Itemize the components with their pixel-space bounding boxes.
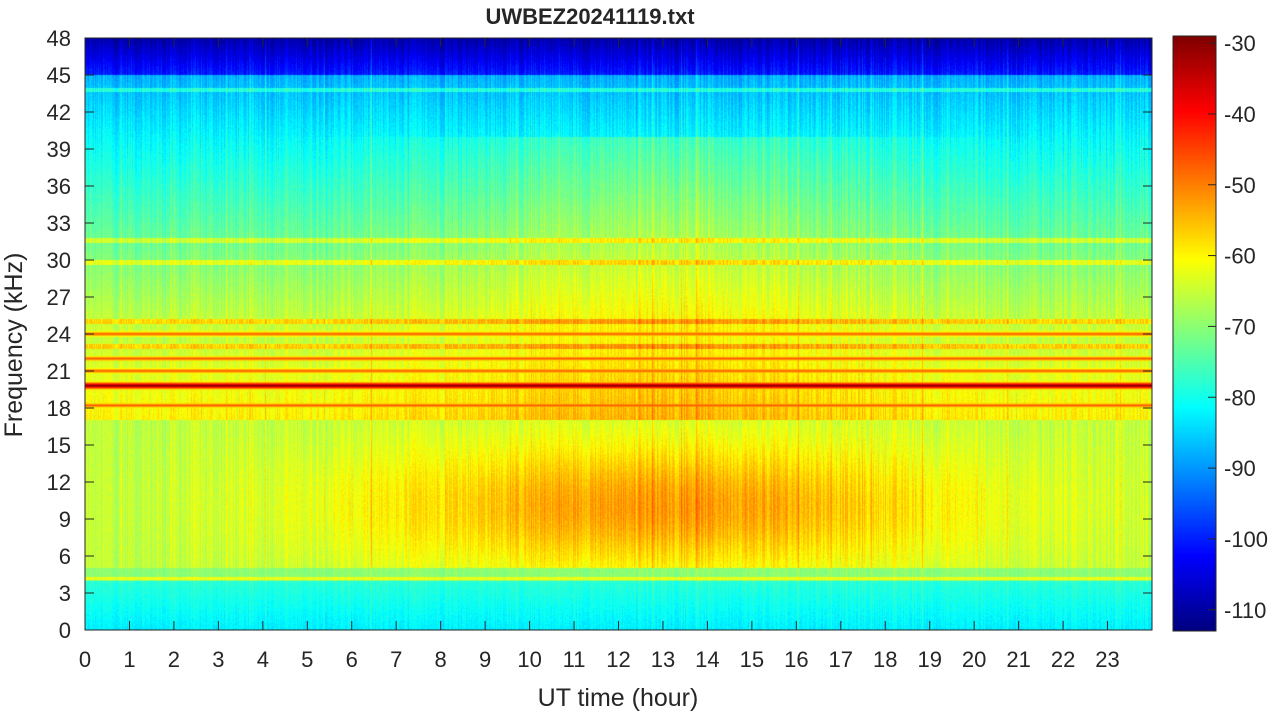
x-tick-label: 19 — [917, 647, 941, 672]
y-tick-label: 3 — [59, 581, 71, 606]
x-tick-label: 10 — [517, 647, 541, 672]
colorbar-tick-label: -40 — [1224, 102, 1256, 127]
colorbar-frame — [1172, 35, 1217, 632]
y-tick-label: 0 — [59, 618, 71, 643]
x-tick-label: 21 — [1006, 647, 1030, 672]
colorbar-tick-label: -30 — [1224, 31, 1256, 56]
y-tick-label: 36 — [47, 174, 71, 199]
colorbar-tick-label: -90 — [1224, 456, 1256, 481]
y-tick-label: 21 — [47, 359, 71, 384]
y-tick-label: 48 — [47, 26, 71, 51]
x-tick-label: 6 — [346, 647, 358, 672]
colorbar-tick-label: -80 — [1224, 385, 1256, 410]
y-tick-label: 18 — [47, 396, 71, 421]
x-tick-label: 22 — [1051, 647, 1075, 672]
colorbar-tick-label: -110 — [1224, 598, 1266, 623]
x-tick-label: 3 — [212, 647, 224, 672]
x-tick-label: 1 — [123, 647, 135, 672]
y-axis-label: Frequency (kHz) — [0, 253, 28, 438]
colorbar-ticks: -30 -40 -50 -60 -70 -80 -90 -100 -110 — [1208, 31, 1268, 623]
x-tick-label: 11 — [563, 647, 586, 672]
colorbar-tick-label: -70 — [1224, 314, 1256, 339]
y-tick-label: 39 — [47, 137, 71, 162]
y-tick-label: 27 — [47, 285, 71, 310]
colorbar-tick-label: -60 — [1224, 244, 1256, 269]
y-tick-label: 30 — [47, 248, 71, 273]
x-tick-label: 14 — [695, 647, 719, 672]
colorbar-gradient — [1173, 36, 1216, 631]
colorbar: -30 -40 -50 -60 -70 -80 -90 -100 -110 — [1172, 31, 1268, 632]
y-tick-label: 42 — [47, 100, 71, 125]
x-tick-label: 0 — [79, 647, 91, 672]
y-tick-label: 24 — [47, 322, 71, 347]
colorbar-tick-label: -50 — [1224, 173, 1256, 198]
x-tick-label: 9 — [479, 647, 491, 672]
x-tick-label: 17 — [829, 647, 853, 672]
colorbar-tick-label: -100 — [1224, 527, 1268, 552]
x-tick-label: 15 — [740, 647, 764, 672]
x-axis: 0 1 2 3 4 5 6 7 8 9 10 11 12 13 14 15 16 17 18 19 20 21 22 23 — [79, 38, 1120, 672]
x-tick-label: 16 — [784, 647, 808, 672]
x-axis-label: UT time (hour) — [538, 684, 699, 712]
x-tick-label: 20 — [962, 647, 986, 672]
x-tick-label: 4 — [257, 647, 269, 672]
y-tick-label: 6 — [59, 544, 71, 569]
x-tick-label: 23 — [1095, 647, 1119, 672]
x-tick-label: 18 — [873, 647, 897, 672]
y-tick-label: 15 — [47, 433, 71, 458]
x-tick-label: 12 — [606, 647, 630, 672]
x-tick-label: 13 — [651, 647, 675, 672]
spectrogram-image — [85, 38, 1152, 630]
x-tick-label: 5 — [301, 647, 313, 672]
chart-title: UWBEZ20241119.txt — [485, 4, 695, 29]
y-tick-label: 9 — [59, 507, 71, 532]
x-tick-label: 7 — [390, 647, 402, 672]
plot-area — [85, 38, 1152, 630]
y-tick-label: 12 — [47, 470, 71, 495]
x-tick-label: 8 — [435, 647, 447, 672]
y-tick-label: 33 — [47, 211, 71, 236]
y-tick-label: 45 — [47, 63, 71, 88]
x-tick-label: 2 — [168, 647, 180, 672]
